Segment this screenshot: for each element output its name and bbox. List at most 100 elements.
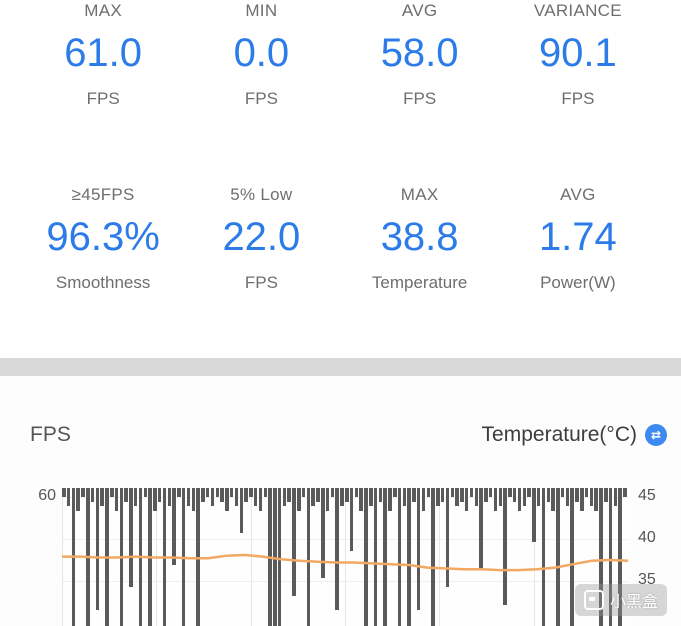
fps-bar (244, 488, 248, 502)
fps-bar (570, 488, 574, 626)
fps-bar (210, 488, 215, 506)
fps-bar (484, 488, 488, 502)
stat-value: 96.3% (46, 215, 160, 259)
fps-bar (508, 488, 512, 497)
stat-label: MAX (400, 185, 439, 204)
fps-bar (551, 488, 555, 511)
fps-bar (584, 488, 589, 497)
stat-value: 90.1 (538, 31, 617, 75)
temp-tick-35: 35 (638, 571, 656, 588)
fps-bar (556, 488, 560, 626)
fps-bar (273, 488, 277, 626)
fps-bar (369, 488, 373, 506)
fps-bar (522, 488, 526, 506)
stat-unit: Temperature (371, 273, 468, 292)
fps-bar (229, 488, 234, 497)
fps-bar (321, 488, 325, 578)
stat-value: 1.74 (538, 215, 617, 259)
fps-tick-60: 60 (38, 487, 56, 504)
fps-bar (66, 488, 71, 506)
fps-bar (215, 488, 219, 497)
stat-label: MIN (245, 1, 278, 20)
stats-row-1: MAX 61.0 FPS MIN 0.0 FPS AVG 58.0 FPS VA… (0, 1, 681, 109)
fps-bar (201, 488, 205, 502)
fps-bar (431, 488, 435, 626)
stat-unit: FPS (561, 89, 595, 108)
stat-fps-min: MIN 0.0 FPS (182, 1, 340, 109)
stat-label: AVG (560, 185, 596, 204)
fps-bar (421, 488, 426, 511)
chart-section: FPS Temperature(°C) ⇄ 60 45 40 35 小黑盒 (0, 376, 681, 626)
fps-bar (498, 488, 502, 506)
temperature-line (62, 553, 628, 572)
fps-bar (225, 488, 229, 511)
fps-bar (541, 488, 546, 626)
fps-bar (373, 488, 378, 626)
fps-bar (532, 488, 536, 542)
stat-label: VARIANCE (533, 1, 622, 20)
fps-bar (580, 488, 584, 511)
stat-value: 58.0 (380, 31, 459, 75)
vertical-gridline (439, 488, 441, 626)
fps-bar (436, 488, 440, 506)
fps-bar (450, 488, 454, 497)
stat-unit: FPS (244, 89, 278, 108)
fps-bar (345, 488, 349, 502)
watermark-badge: 小黑盒 (574, 584, 667, 616)
fps-bar (599, 488, 603, 626)
stat-label: 5% Low (230, 185, 293, 204)
fps-bar (316, 488, 320, 502)
fps-bar (623, 488, 627, 497)
fps-bar (177, 488, 181, 497)
fps-bar (234, 488, 239, 506)
fps-bar (426, 488, 430, 497)
fps-bar (440, 488, 445, 502)
stat-value: 0.0 (233, 31, 290, 75)
fps-bar (589, 488, 594, 506)
temp-axis-title: Temperature(°C) (481, 423, 637, 446)
fps-bar (397, 488, 402, 626)
fps-bar (388, 488, 392, 511)
fps-bar (560, 488, 565, 497)
fps-bar (474, 488, 478, 506)
stat-5pct-low: 5% Low 22.0 FPS (182, 185, 340, 293)
stat-label: ≥45FPS (71, 185, 135, 204)
stat-value: 22.0 (222, 215, 301, 259)
fps-bar (81, 488, 85, 497)
fps-bar (62, 488, 66, 497)
fps-bar (412, 488, 416, 502)
stat-label: AVG (401, 1, 438, 20)
temp-axis-title-group: Temperature(°C) ⇄ (482, 423, 667, 447)
fps-bar (282, 488, 287, 506)
stats-panel: MAX 61.0 FPS MIN 0.0 FPS AVG 58.0 FPS VA… (0, 1, 681, 293)
fps-bar (239, 488, 243, 533)
fps-bar (292, 488, 296, 596)
stat-power-avg: AVG 1.74 Power(W) (499, 185, 657, 293)
fps-bar (575, 488, 579, 502)
fps-bar (287, 488, 291, 502)
fps-bar (512, 488, 517, 502)
fps-bar (263, 488, 267, 497)
stats-row-2: ≥45FPS 96.3% Smoothness 5% Low 22.0 FPS … (0, 185, 681, 293)
fps-bar (143, 488, 147, 497)
stat-unit: FPS (86, 89, 120, 108)
fps-bar (546, 488, 550, 502)
fps-bar (503, 488, 507, 605)
fps-bar (493, 488, 498, 511)
chart-header: FPS Temperature(°C) ⇄ (30, 420, 667, 450)
fps-bar (220, 488, 224, 502)
fps-bar (311, 488, 315, 506)
fps-axis-title: FPS (30, 423, 71, 446)
fps-bar (349, 488, 354, 551)
stat-smoothness: ≥45FPS 96.3% Smoothness (24, 185, 182, 293)
vertical-gridline (533, 488, 535, 626)
xiaoheihe-logo-icon (583, 590, 604, 610)
fps-bar (460, 488, 464, 502)
fps-bar (464, 488, 469, 511)
metric-toggle-icon[interactable]: ⇄ (645, 424, 667, 446)
fps-bar (133, 488, 138, 506)
fps-bar (330, 488, 335, 497)
stat-temp-max: MAX 38.8 Temperature (341, 185, 499, 293)
fps-bar (479, 488, 483, 569)
